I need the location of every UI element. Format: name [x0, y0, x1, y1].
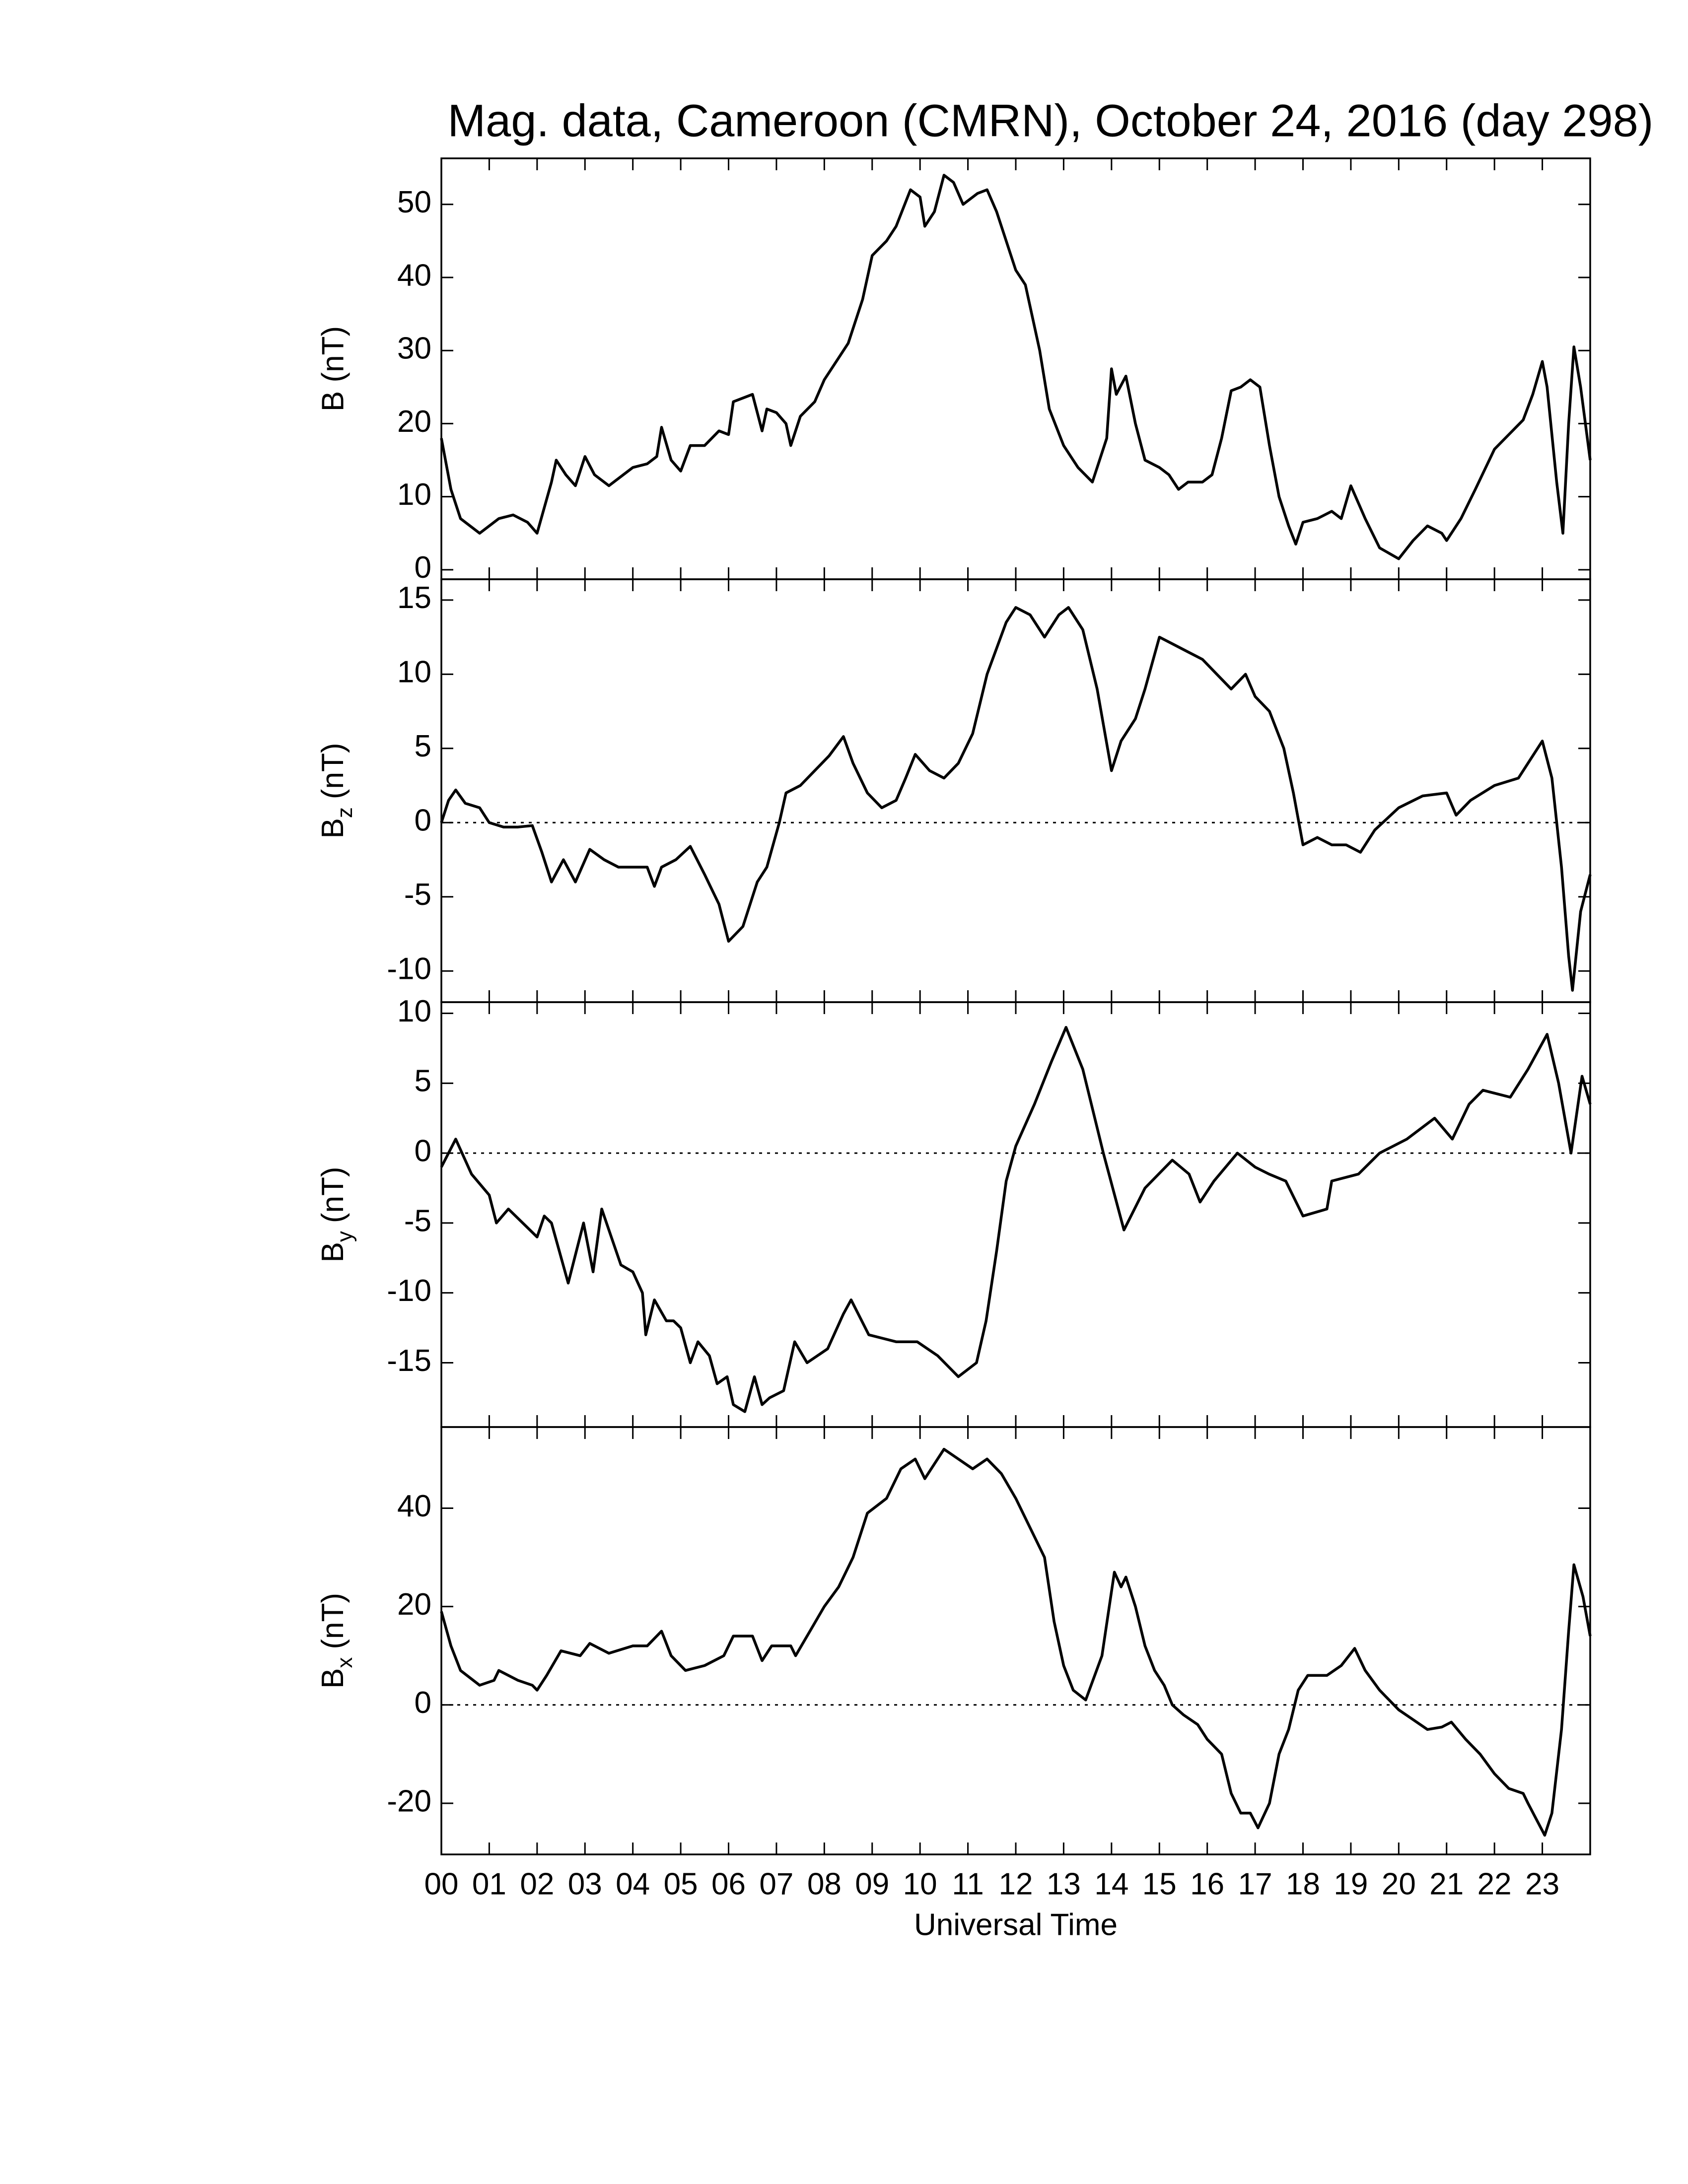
x-tick-label: 11: [952, 1867, 984, 1901]
x-tick-label: 07: [759, 1867, 793, 1901]
y-axis-label: Bz (nT): [316, 743, 356, 838]
y-axis-label-main: B: [316, 1242, 350, 1262]
y-tick-label: 5: [415, 729, 431, 763]
x-tick-label: 18: [1286, 1867, 1320, 1901]
x-tick-label: 04: [616, 1867, 650, 1901]
y-axis-label-main: B: [316, 818, 350, 838]
y-tick-label: -5: [404, 878, 431, 912]
y-tick-label: 10: [397, 655, 431, 689]
y-tick-label: 10: [397, 994, 431, 1028]
plot-frame: [440, 157, 1591, 580]
x-tick-label: 13: [1047, 1867, 1081, 1901]
data-line: [440, 174, 1592, 560]
x-tick-label: 10: [903, 1867, 937, 1901]
y-tick-label: 0: [415, 1134, 431, 1168]
y-tick-label: -10: [387, 952, 431, 986]
data-line: [440, 1025, 1592, 1413]
y-axis-label-unit: (nT): [316, 743, 350, 799]
chart-title: Mag. data, Cameroon (CMRN), October 24, …: [448, 95, 1654, 146]
y-axis-label: By (nT): [316, 1166, 356, 1262]
y-axis-label-subscript: y: [333, 1231, 357, 1242]
y-axis-label-unit: (nT): [316, 1166, 350, 1223]
y-axis-label: B (nT): [316, 326, 350, 411]
y-tick-label: -15: [387, 1344, 431, 1378]
x-axis-label: Universal Time: [914, 1908, 1118, 1942]
y-tick-label: 40: [397, 258, 431, 292]
x-tick-label: 05: [664, 1867, 698, 1901]
y-tick-label: 10: [397, 478, 431, 512]
y-axis-label-unit: (nT): [316, 1593, 350, 1649]
y-axis-label-main: B: [316, 1668, 350, 1689]
x-tick-label: 19: [1334, 1867, 1368, 1901]
data-line: [440, 1447, 1592, 1837]
plot-frame: [440, 1426, 1591, 1855]
y-axis-label: Bx (nT): [316, 1593, 356, 1689]
x-tick-label: 20: [1382, 1867, 1416, 1901]
x-tick-label: 16: [1190, 1867, 1224, 1901]
y-tick-label: 20: [397, 1587, 431, 1622]
y-tick-label: 0: [415, 1686, 431, 1720]
x-tick-label: 22: [1477, 1867, 1512, 1901]
y-tick-label: 30: [397, 332, 431, 366]
y-tick-label: 5: [415, 1064, 431, 1098]
y-axis-label-subscript: z: [333, 807, 357, 818]
x-tick-label: 08: [807, 1867, 842, 1901]
y-tick-label: 50: [397, 185, 431, 219]
x-tick-label: 06: [711, 1867, 746, 1901]
x-tick-label: 01: [472, 1867, 506, 1901]
y-tick-label: -10: [387, 1274, 431, 1308]
x-tick-label: 02: [520, 1867, 554, 1901]
y-axis-label-subscript: x: [333, 1657, 357, 1668]
data-line: [440, 606, 1592, 992]
plot-frame: [440, 1001, 1591, 1428]
y-tick-label: 15: [397, 581, 431, 615]
y-tick-label: 0: [415, 550, 431, 585]
x-tick-label: 03: [568, 1867, 602, 1901]
y-tick-label: 40: [397, 1489, 431, 1523]
y-tick-label: 20: [397, 405, 431, 439]
x-tick-label: 21: [1429, 1867, 1464, 1901]
y-tick-label: -20: [387, 1784, 431, 1818]
x-tick-label: 12: [999, 1867, 1033, 1901]
y-tick-label: 0: [415, 804, 431, 838]
x-tick-label: 15: [1142, 1867, 1177, 1901]
plot-frame: [440, 578, 1591, 1003]
x-tick-label: 17: [1238, 1867, 1272, 1901]
y-tick-label: -5: [404, 1204, 431, 1238]
x-tick-label: 14: [1094, 1867, 1128, 1901]
x-tick-label: 00: [424, 1867, 459, 1901]
x-tick-label: 23: [1525, 1867, 1559, 1901]
x-tick-label: 09: [855, 1867, 889, 1901]
